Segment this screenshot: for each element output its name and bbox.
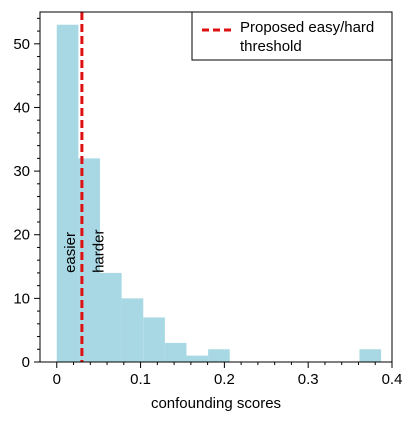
x-tick-label: 0.2 <box>214 371 235 388</box>
legend-box <box>191 11 393 61</box>
histogram-bar-6 <box>186 355 209 362</box>
y-tick-label: 0 <box>22 354 30 371</box>
x-axis-label: confounding scores <box>151 395 281 412</box>
legend: Proposed easy/hard threshold <box>191 11 393 61</box>
legend-label-line-1: Proposed easy/hard <box>240 19 374 36</box>
y-tick-label: 30 <box>13 163 30 180</box>
x-axis: 0 0.1 0.2 0.3 0.4 <box>53 362 403 388</box>
histogram-bars <box>56 24 382 363</box>
histogram-bar-0 <box>56 24 79 363</box>
histogram-bar-4 <box>143 317 165 362</box>
region-annotations: easier harder <box>62 230 107 273</box>
x-tick-label: 0 <box>53 371 61 388</box>
x-tick-label: 0.4 <box>382 371 403 388</box>
histogram-bar-2 <box>100 272 122 362</box>
y-tick-label: 40 <box>13 99 30 116</box>
histogram-bar-3 <box>121 298 144 362</box>
annotation-harder: harder <box>91 230 108 273</box>
histogram-bar-5 <box>164 342 187 362</box>
annotation-easier: easier <box>62 232 79 273</box>
x-tick-label: 0.1 <box>130 371 151 388</box>
y-axis: 0 10 20 30 40 50 <box>13 17 40 371</box>
histogram-bar-7 <box>208 349 230 362</box>
legend-label-line-2: threshold <box>240 38 302 55</box>
y-tick-label: 20 <box>13 227 30 244</box>
y-tick-label: 10 <box>13 290 30 307</box>
x-tick-label: 0.3 <box>298 371 319 388</box>
y-tick-label: 50 <box>13 36 30 53</box>
histogram-bar-14 <box>359 349 382 362</box>
histogram-bar-1 <box>78 158 101 362</box>
